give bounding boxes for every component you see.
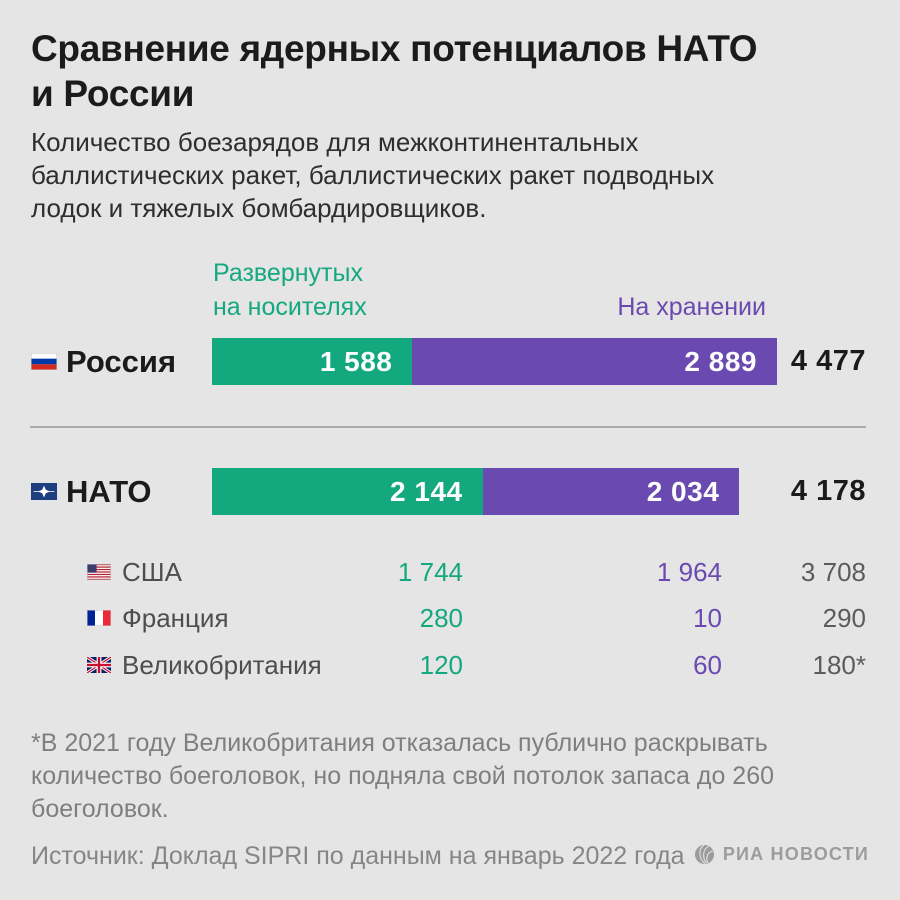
ria-novosti-logo: РИА НОВОСТИ	[694, 844, 869, 865]
russia-total-value: 4 477	[790, 345, 866, 377]
subrow-uk: Великобритания 120 60 180*	[0, 649, 900, 682]
usa-stored-value: 1 964	[656, 557, 722, 587]
france-flag-icon	[87, 610, 111, 626]
russia-flag-icon	[31, 353, 57, 370]
nato-stored-value: 2 034	[646, 475, 720, 507]
usa-deployed-value: 1 744	[397, 557, 463, 587]
country-label-uk: Великобритания	[122, 650, 322, 680]
nato-total-value: 4 178	[790, 475, 866, 507]
nato-deployed-bar-segment: 2 144	[212, 468, 483, 515]
uk-stored-value: 60	[693, 650, 722, 680]
subrow-usa: США 1 744 1 964 3 708	[0, 556, 900, 589]
france-deployed-value: 280	[419, 603, 463, 633]
russia-stacked-bar: 1 588 2 889	[212, 338, 777, 385]
brand-text: РИА НОВОСТИ	[722, 844, 869, 864]
russia-deployed-value: 1 588	[319, 345, 393, 377]
uk-flag-icon	[86, 655, 112, 675]
ria-globe-icon	[694, 844, 715, 865]
france-total-value: 290	[822, 603, 866, 633]
legend-stored-label: На хранении	[617, 293, 766, 321]
usa-total-value: 3 708	[800, 557, 866, 587]
source-label: Источник: Доклад SIPRI по данным на янва…	[31, 842, 685, 870]
russia-stored-value: 2 889	[684, 345, 757, 377]
subrow-france: Франция 280 10 290	[0, 602, 900, 635]
page-title: Сравнение ядерных потенциалов НАТО и Рос…	[31, 28, 758, 114]
country-label-russia: Россия	[66, 343, 177, 379]
russia-stored-bar-segment: 2 889	[412, 338, 777, 385]
nato-stored-bar-segment: 2 034	[482, 468, 740, 515]
page-subtitle: Количество боезарядов для межконтинентал…	[31, 127, 715, 223]
row-russia: Россия 1 588 2 889 4 477	[0, 338, 900, 385]
russia-deployed-bar-segment: 1 588	[212, 338, 413, 385]
country-label-nato: НАТО	[66, 473, 152, 509]
legend-deployed-label: Развернутых на носителях	[213, 259, 367, 321]
nato-deployed-value: 2 144	[390, 475, 463, 507]
nato-flag-icon	[31, 483, 57, 500]
uk-deployed-value: 120	[419, 650, 463, 680]
uk-total-value: 180*	[812, 650, 867, 680]
france-stored-value: 10	[693, 603, 722, 633]
divider-line	[30, 426, 866, 428]
footnote: *В 2021 году Великобритания отказалась п…	[31, 729, 775, 823]
country-label-usa: США	[122, 557, 182, 587]
country-label-france: Франция	[122, 603, 229, 633]
usa-flag-icon	[87, 564, 111, 580]
nato-stacked-bar: 2 144 2 034	[212, 468, 740, 515]
row-nato: НАТО 2 144 2 034 4 178	[0, 468, 900, 515]
